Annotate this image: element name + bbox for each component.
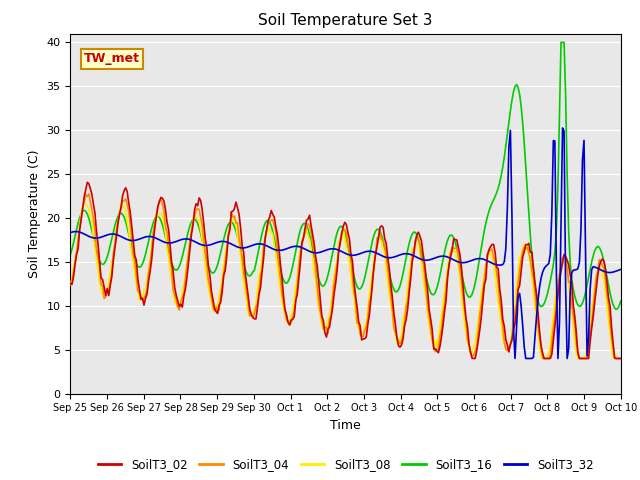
- SoilT3_02: [83, 180, 91, 185]
- SoilT3_16: [134, 264, 141, 269]
- SoilT3_08: [540, 356, 548, 361]
- SoilT3_08: [232, 222, 240, 228]
- SoilT3_02: [617, 356, 625, 361]
- SoilT3_08: [136, 298, 143, 303]
- SoilT3_32: [67, 229, 74, 235]
- SoilT3_32: [589, 264, 597, 270]
- SoilT3_08: [308, 255, 316, 261]
- SoilT3_04: [85, 191, 93, 197]
- Legend: SoilT3_02, SoilT3_04, SoilT3_08, SoilT3_16, SoilT3_32: SoilT3_02, SoilT3_04, SoilT3_08, SoilT3_…: [93, 454, 598, 476]
- SoilT3_08: [250, 307, 258, 313]
- SoilT3_16: [557, 39, 565, 45]
- SoilT3_32: [258, 241, 266, 247]
- SoilT3_16: [249, 269, 257, 275]
- Line: SoilT3_02: SoilT3_02: [70, 182, 621, 359]
- SoilT3_16: [617, 298, 625, 304]
- SoilT3_02: [232, 199, 240, 205]
- SoilT3_08: [81, 200, 88, 205]
- SoilT3_16: [67, 252, 74, 257]
- Line: SoilT3_16: SoilT3_16: [70, 42, 621, 310]
- SoilT3_02: [260, 256, 268, 262]
- SoilT3_32: [559, 125, 566, 131]
- X-axis label: Time: Time: [330, 419, 361, 432]
- SoilT3_32: [249, 242, 257, 248]
- SoilT3_16: [612, 307, 620, 312]
- SoilT3_16: [230, 224, 238, 229]
- SoilT3_04: [260, 244, 268, 250]
- SoilT3_08: [589, 297, 597, 302]
- SoilT3_02: [250, 316, 258, 322]
- SoilT3_32: [230, 243, 238, 249]
- Line: SoilT3_32: SoilT3_32: [70, 128, 621, 359]
- SoilT3_16: [588, 259, 595, 265]
- Y-axis label: Soil Temperature (C): Soil Temperature (C): [28, 149, 41, 278]
- SoilT3_16: [307, 239, 315, 245]
- SoilT3_32: [511, 356, 519, 361]
- SoilT3_16: [258, 230, 266, 236]
- SoilT3_08: [617, 356, 625, 361]
- SoilT3_32: [134, 237, 141, 242]
- SoilT3_04: [589, 305, 597, 311]
- SoilT3_08: [260, 242, 268, 248]
- Line: SoilT3_04: SoilT3_04: [70, 194, 621, 359]
- SoilT3_02: [136, 287, 143, 292]
- SoilT3_04: [136, 290, 143, 296]
- SoilT3_04: [232, 220, 240, 226]
- SoilT3_02: [589, 314, 597, 320]
- SoilT3_02: [308, 231, 316, 237]
- SoilT3_08: [67, 282, 74, 288]
- SoilT3_04: [308, 241, 316, 247]
- SoilT3_04: [539, 356, 547, 361]
- SoilT3_04: [67, 282, 74, 288]
- SoilT3_02: [67, 281, 74, 287]
- Title: Soil Temperature Set 3: Soil Temperature Set 3: [259, 13, 433, 28]
- SoilT3_32: [617, 266, 625, 272]
- Text: TW_met: TW_met: [84, 52, 140, 65]
- SoilT3_04: [250, 311, 258, 317]
- SoilT3_02: [470, 356, 477, 361]
- Line: SoilT3_08: SoilT3_08: [70, 203, 621, 359]
- SoilT3_04: [617, 356, 625, 361]
- SoilT3_32: [307, 249, 315, 255]
